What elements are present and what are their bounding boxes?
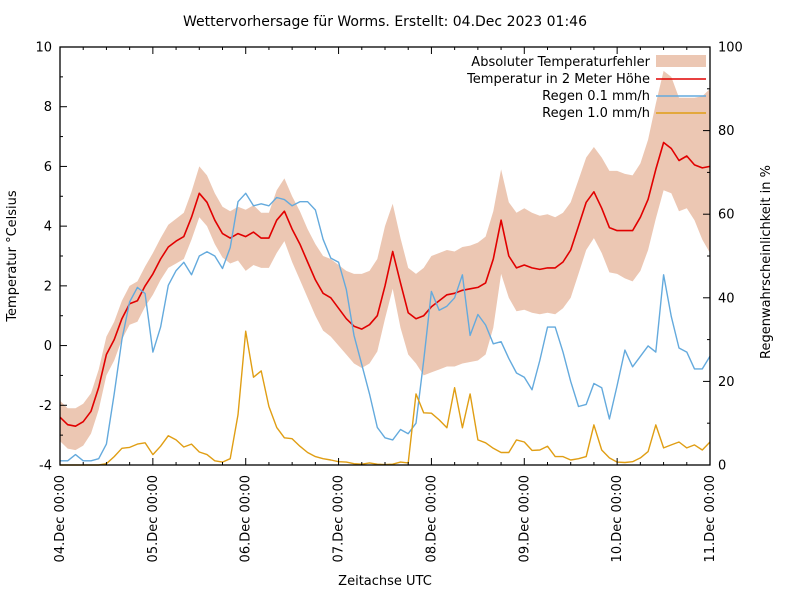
- y-tick-label-right: 40: [718, 291, 735, 306]
- y-tick-label-right: 80: [718, 124, 735, 139]
- y-axis-left-label: Temperatur °Celsius: [5, 190, 20, 323]
- legend-label: Regen 0.1 mm/h: [542, 89, 650, 104]
- y-tick-label-left: 2: [44, 279, 52, 294]
- y-tick-label-left: -2: [39, 399, 52, 414]
- plot-area: 04.Dec 00:00 05.Dec 00:00 06.Dec 00:00 07.D…: [35, 41, 742, 563]
- x-tick-label: 07.Dec 00:00: [332, 475, 347, 562]
- y-tick-label-left: 8: [44, 100, 52, 115]
- y-tick-label-right: 20: [718, 375, 735, 390]
- x-tick-label: 08.Dec 00:00: [424, 475, 439, 562]
- y-tick-label-left: 6: [44, 160, 52, 175]
- y-tick-label-left: 10: [35, 41, 52, 56]
- x-axis: 04.Dec 00:00 05.Dec 00:00 06.Dec 00:00 07.D…: [53, 47, 718, 562]
- rain-10-line: [60, 330, 711, 466]
- x-tick-label: 09.Dec 00:00: [517, 475, 532, 562]
- legend-label: Absoluter Temperaturfehler: [471, 55, 650, 70]
- y-tick-label-right: 100: [718, 41, 743, 56]
- y-axis-left: -4 -2 0 2 4 6 8 10: [35, 41, 67, 474]
- temperature-line: [59, 141, 711, 428]
- y-axis-right: 0 20 40 60 80 100: [703, 41, 743, 474]
- rain-01-line: [60, 192, 711, 462]
- x-tick-label: 06.Dec 00:00: [239, 475, 254, 562]
- chart-title: Wettervorhersage für Worms. Erstellt: 04…: [183, 14, 587, 30]
- x-tick-label: 04.Dec 00:00: [53, 475, 68, 562]
- y-tick-label-right: 0: [718, 459, 726, 474]
- x-tick-label: 05.Dec 00:00: [146, 475, 161, 562]
- x-tick-label: 10.Dec 00:00: [610, 475, 625, 562]
- legend: Absoluter Temperaturfehler Temperatur in …: [466, 55, 706, 121]
- legend-band-swatch: [656, 55, 706, 67]
- x-axis-label: Zeitachse UTC: [338, 574, 432, 589]
- y-axis-right-label: Regenwahrscheinlichkeit in %: [759, 165, 774, 359]
- y-tick-label-left: 0: [44, 339, 52, 354]
- y-tick-label-right: 60: [718, 208, 735, 223]
- x-tick-label: 11.Dec 00:00: [703, 475, 718, 562]
- y-tick-label-left: -4: [39, 459, 52, 474]
- legend-label: Temperatur in 2 Meter Höhe: [466, 72, 650, 87]
- y-tick-label-left: 4: [44, 220, 52, 235]
- error-band: [60, 70, 710, 451]
- legend-label: Regen 1.0 mm/h: [542, 106, 650, 121]
